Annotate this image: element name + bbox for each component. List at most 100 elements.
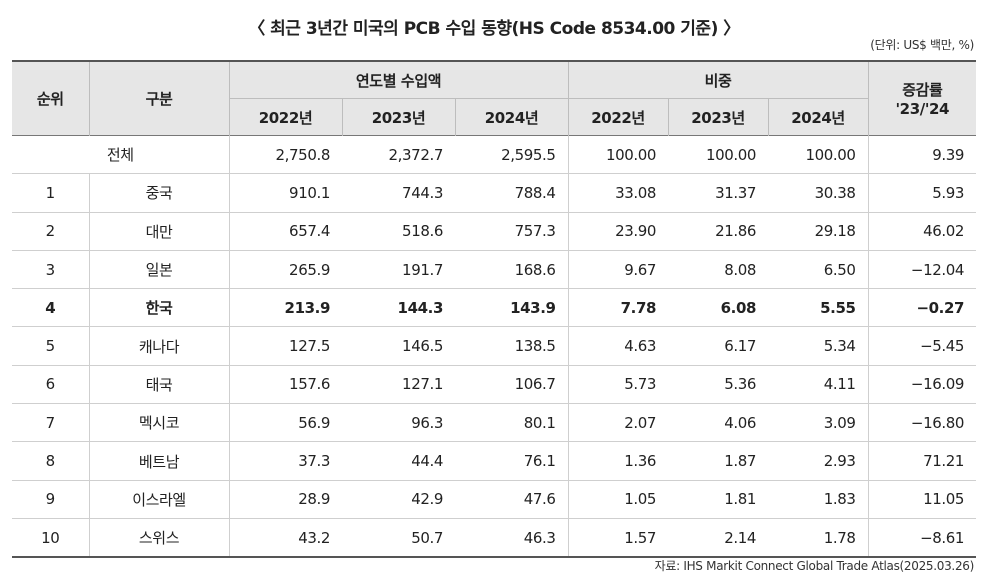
rank-cell: 3: [12, 250, 89, 290]
share-2024-cell: 1.83: [768, 480, 869, 519]
change-cell: 71.21: [867, 441, 977, 481]
import-2023-cell: 44.4: [342, 441, 455, 481]
share-2024-cell: 5.34: [768, 326, 869, 366]
share-2023-cell: 6.08: [668, 288, 769, 328]
import-2023-cell: 744.3: [342, 173, 455, 213]
share-2022-cell: 7.78: [567, 288, 669, 328]
import-2023-cell: 518.6: [342, 212, 455, 251]
rank-cell: 1: [12, 173, 89, 213]
share-2024-cell: 3.09: [768, 403, 869, 443]
change-cell: −16.09: [867, 365, 977, 405]
table-row: 1 중국 910.1 744.3 788.4 33.08 31.37 30.38 5.93: [12, 173, 977, 213]
import-2022-cell: 127.5: [228, 326, 342, 366]
import-2022-cell: 657.4: [228, 212, 342, 251]
total-change: 9.39: [867, 135, 977, 175]
import-2023-cell: 144.3: [342, 288, 455, 328]
share-2022-cell: 4.63: [567, 326, 669, 366]
import-2024-cell: 138.5: [455, 326, 569, 366]
import-2023-cell: 127.1: [342, 365, 455, 405]
import-2022-cell: 37.3: [228, 441, 342, 481]
share-2023-cell: 31.37: [668, 173, 769, 213]
table-row: 3 일본 265.9 191.7 168.6 9.67 8.08 6.50 −12.04: [12, 250, 977, 290]
share-2023-cell: 6.17: [668, 326, 769, 366]
total-import-2023: 2,372.7: [342, 135, 455, 175]
header-import-2024: 2024년: [454, 98, 569, 136]
import-2024-cell: 106.7: [455, 365, 569, 405]
import-2024-cell: 47.6: [455, 480, 569, 519]
change-cell: −0.27: [867, 288, 977, 328]
country-cell: 이스라엘: [88, 480, 229, 519]
share-2024-cell: 6.50: [768, 250, 869, 290]
share-2023-cell: 1.87: [668, 441, 769, 481]
import-2023-cell: 146.5: [342, 326, 455, 366]
table-row: 10 스위스 43.2 50.7 46.3 1.57 2.14 1.78 −8.61: [12, 518, 977, 559]
table-row: 4 한국 213.9 144.3 143.9 7.78 6.08 5.55 −0.27: [12, 288, 977, 328]
share-2022-cell: 2.07: [567, 403, 669, 443]
table-row: 5 캐나다 127.5 146.5 138.5 4.63 6.17 5.34 −5.45: [12, 326, 977, 366]
share-2022-cell: 23.90: [567, 212, 669, 251]
share-2024-cell: 4.11: [768, 365, 869, 405]
header-import-2022: 2022년: [228, 98, 342, 136]
import-2024-cell: 80.1: [455, 403, 569, 443]
share-2022-cell: 9.67: [567, 250, 669, 290]
table-row: 7 멕시코 56.9 96.3 80.1 2.07 4.06 3.09 −16.80: [12, 403, 977, 443]
share-2022-cell: 1.36: [567, 441, 669, 481]
import-2022-cell: 43.2: [228, 518, 342, 559]
import-2022-cell: 265.9: [228, 250, 342, 290]
table-row: 8 베트남 37.3 44.4 76.1 1.36 1.87 2.93 71.21: [12, 441, 977, 481]
change-cell: 5.93: [867, 173, 977, 213]
import-2024-cell: 757.3: [455, 212, 569, 251]
import-2023-cell: 50.7: [342, 518, 455, 559]
import-2024-cell: 168.6: [455, 250, 569, 290]
change-cell: 11.05: [867, 480, 977, 519]
header-import-amount: 연도별 수입액: [228, 60, 569, 99]
table-row: 2 대만 657.4 518.6 757.3 23.90 21.86 29.18 46.02: [12, 212, 977, 251]
rank-cell: 8: [12, 441, 89, 481]
share-2022-cell: 5.73: [567, 365, 669, 405]
country-cell: 베트남: [88, 441, 229, 481]
share-2022-cell: 1.05: [567, 480, 669, 519]
rank-cell: 5: [12, 326, 89, 366]
unit-note: (단위: US$ 백만, %): [870, 38, 974, 52]
country-cell: 일본: [88, 250, 229, 290]
rank-cell: 2: [12, 212, 89, 251]
share-2023-cell: 5.36: [668, 365, 769, 405]
share-2022-cell: 33.08: [567, 173, 669, 213]
import-2022-cell: 910.1: [228, 173, 342, 213]
total-import-2024: 2,595.5: [455, 135, 569, 175]
country-cell: 대만: [88, 212, 229, 251]
import-2023-cell: 96.3: [342, 403, 455, 443]
change-cell: −8.61: [867, 518, 977, 559]
share-2022-cell: 1.57: [567, 518, 669, 559]
header-change: 증감률 '23/'24: [867, 60, 977, 136]
header-rank: 순위: [12, 60, 89, 136]
share-2024-cell: 30.38: [768, 173, 869, 213]
share-2023-cell: 4.06: [668, 403, 769, 443]
share-2023-cell: 2.14: [668, 518, 769, 559]
import-2023-cell: 42.9: [342, 480, 455, 519]
country-cell: 태국: [88, 365, 229, 405]
total-row: 전체 2,750.8 2,372.7 2,595.5 100.00 100.00…: [12, 135, 977, 175]
total-share-2023: 100.00: [668, 135, 769, 175]
table-row: 9 이스라엘 28.9 42.9 47.6 1.05 1.81 1.83 11.05: [12, 480, 977, 519]
table-row: 6 태국 157.6 127.1 106.7 5.73 5.36 4.11 −16.09: [12, 365, 977, 405]
import-2022-cell: 28.9: [228, 480, 342, 519]
share-2024-cell: 2.93: [768, 441, 869, 481]
country-cell: 캐나다: [88, 326, 229, 366]
import-2022-cell: 213.9: [228, 288, 342, 328]
import-2023-cell: 191.7: [342, 250, 455, 290]
share-2023-cell: 21.86: [668, 212, 769, 251]
change-cell: −12.04: [867, 250, 977, 290]
header-change-label: 증감률: [902, 81, 943, 99]
country-cell: 멕시코: [88, 403, 229, 443]
source-note: 자료: IHS Markit Connect Global Trade Atla…: [654, 559, 975, 573]
import-2024-cell: 143.9: [455, 288, 569, 328]
import-2022-cell: 157.6: [228, 365, 342, 405]
header-share-2022: 2022년: [567, 98, 669, 136]
rank-cell: 6: [12, 365, 89, 405]
change-cell: 46.02: [867, 212, 977, 251]
rank-cell: 7: [12, 403, 89, 443]
country-cell: 중국: [88, 173, 229, 213]
total-share-2022: 100.00: [567, 135, 669, 175]
table-title: 〈 최근 3년간 미국의 PCB 수입 동향(HS Code 8534.00 기…: [248, 19, 740, 39]
